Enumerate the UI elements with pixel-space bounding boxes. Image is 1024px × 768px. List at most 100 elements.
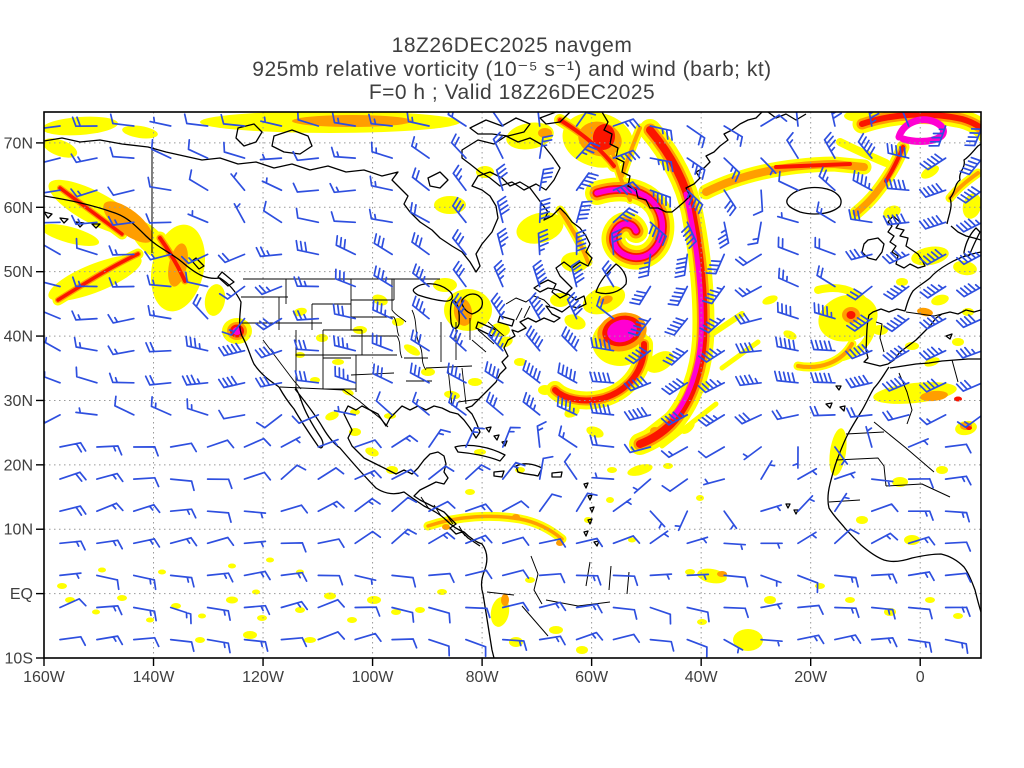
states-path <box>523 305 531 319</box>
coast-path <box>767 112 807 121</box>
lat-lon-gridlines <box>44 112 981 658</box>
vorticity-blob <box>243 631 257 639</box>
coast-path <box>493 434 500 441</box>
coast-path <box>827 366 981 613</box>
coast-path <box>587 494 593 501</box>
x-axis-label: 100W <box>352 669 395 686</box>
borders-path <box>608 565 612 591</box>
coast-path <box>583 482 589 489</box>
vorticity-blob <box>292 115 412 127</box>
vorticity-blob <box>324 592 336 600</box>
vorticity-blob <box>549 626 563 634</box>
vorticity-blob <box>434 196 466 214</box>
y-axis-label: 40N <box>4 329 33 346</box>
vorticity-blob <box>920 165 940 179</box>
y-axis-label: 70N <box>4 135 33 152</box>
vorticity-blob <box>663 463 673 469</box>
vorticity-blob <box>896 278 908 286</box>
vorticity-band <box>796 342 854 369</box>
y-axis-label: 10N <box>4 522 33 539</box>
vorticity-blob <box>872 325 888 335</box>
vorticity-blob <box>226 596 238 604</box>
borders-path <box>486 591 515 596</box>
vorticity-blob <box>453 298 473 326</box>
borders-path <box>545 599 611 607</box>
coast-path <box>44 195 495 658</box>
coast-path <box>589 506 595 513</box>
vorticity-blob <box>501 594 509 606</box>
y-axis-label: 50N <box>4 264 33 281</box>
vorticity-blob <box>92 609 100 615</box>
vorticity-blob <box>57 583 67 589</box>
vorticity-blob <box>920 390 948 402</box>
vorticity-blob <box>465 489 475 495</box>
vorticity-blob <box>514 358 526 366</box>
us-state-borders-layer <box>241 279 531 407</box>
coast-path <box>217 271 235 287</box>
vorticity-band <box>426 514 564 541</box>
coast-path <box>515 463 543 477</box>
vorticity-blob <box>195 637 205 643</box>
y-axis-label: 30N <box>4 393 33 410</box>
title-field-description: 925mb relative vorticity (10⁻⁵ s⁻¹) and … <box>252 58 771 81</box>
y-axis-label: 10S <box>5 651 33 668</box>
vorticity-blob <box>204 284 226 316</box>
vorticity-blob <box>696 495 704 501</box>
states-path <box>457 398 481 403</box>
vorticity-blob <box>564 314 586 330</box>
borders-path <box>951 359 959 383</box>
borders-path <box>433 504 442 517</box>
vorticity-blob <box>228 563 236 569</box>
vorticity-band <box>859 112 981 133</box>
vorticity-blob <box>403 344 421 356</box>
borders-path <box>875 321 885 353</box>
coastlines-layer <box>44 112 981 658</box>
vorticity-blob <box>681 422 695 434</box>
vorticity-blob <box>845 597 855 603</box>
vorticity-blob <box>931 294 949 306</box>
vorticity-blob <box>252 589 260 595</box>
vorticity-blob <box>550 293 570 307</box>
coast-path <box>427 171 449 189</box>
vorticity-blob <box>952 338 964 346</box>
vorticity-band <box>836 138 890 167</box>
coast-path <box>889 358 981 369</box>
vorticity-blob <box>628 537 636 543</box>
vorticity-blob <box>468 378 482 386</box>
coast-path <box>786 186 842 215</box>
vorticity-band <box>58 186 124 236</box>
states-path <box>515 307 523 321</box>
coast-path <box>583 530 589 537</box>
coast-path <box>587 518 593 525</box>
states-path <box>447 367 453 407</box>
vorticity-blob <box>386 466 398 474</box>
coast-path <box>44 211 53 219</box>
vorticity-blob <box>606 497 614 503</box>
coast-path <box>59 217 69 224</box>
vorticity-blob <box>44 224 100 246</box>
coast-path <box>551 471 563 478</box>
vorticity-blob <box>762 295 778 305</box>
wind-barbs-layer <box>44 112 981 658</box>
vorticity-band <box>158 236 187 283</box>
vorticity-blob <box>697 619 707 625</box>
vorticity-blob <box>783 330 797 340</box>
coast-path <box>785 503 791 509</box>
vorticity-band <box>56 252 140 302</box>
coast-path <box>793 509 799 515</box>
vorticity-blob <box>198 613 206 619</box>
vorticity-blob <box>904 535 920 545</box>
vorticity-blob <box>953 613 963 619</box>
coast-path <box>539 112 571 125</box>
coast-path <box>497 315 515 327</box>
vorticity-band <box>719 339 761 371</box>
vorticity-blob <box>158 569 166 575</box>
x-axis-label: 0 <box>916 669 925 686</box>
vorticity-blob <box>846 311 856 319</box>
vorticity-blob <box>905 342 919 350</box>
vorticity-blob <box>685 569 695 575</box>
title-valid-time: F=0 h ; Valid 18Z26DEC2025 <box>369 81 655 104</box>
x-axis-label: 40W <box>685 669 719 686</box>
borders-path <box>585 561 591 587</box>
